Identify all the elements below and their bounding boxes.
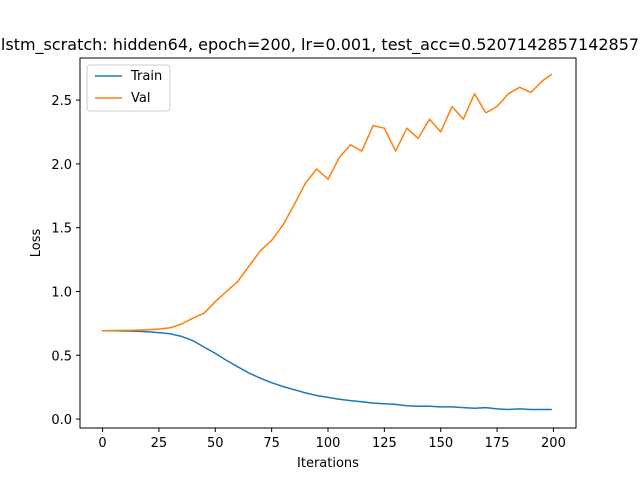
legend-label-train: Train bbox=[130, 69, 162, 84]
x-tick-label: 175 bbox=[485, 436, 510, 451]
y-axis-label: Loss bbox=[29, 229, 44, 258]
x-axis-ticks: 0 25 50 75 100 125 150 175 200 bbox=[98, 428, 566, 451]
x-axis-label: Iterations bbox=[297, 456, 359, 471]
y-axis-ticks: 0.0 0.5 1.0 1.5 2.0 2.5 bbox=[51, 94, 80, 428]
x-tick-label: 150 bbox=[428, 436, 453, 451]
chart-title: lstm_scratch: hidden64, epoch=200, lr=0.… bbox=[1, 35, 639, 55]
x-tick-label: 0 bbox=[98, 436, 106, 451]
x-tick-label: 100 bbox=[316, 436, 341, 451]
legend: Train Val bbox=[86, 64, 171, 112]
x-tick-label: 125 bbox=[372, 436, 397, 451]
x-tick-label: 50 bbox=[207, 436, 224, 451]
x-tick-label: 25 bbox=[151, 436, 168, 451]
series-line-val bbox=[101, 73, 552, 332]
y-tick-label: 2.5 bbox=[51, 94, 72, 109]
legend-label-val: Val bbox=[131, 91, 150, 106]
series-layer bbox=[101, 73, 552, 411]
plot-area: 0 25 50 75 100 125 150 175 200 0.0 0.5 1.0 1.5 2.0 2.… bbox=[51, 57, 577, 451]
series-line-train bbox=[101, 329, 552, 411]
x-tick-label: 200 bbox=[541, 436, 566, 451]
y-tick-label: 2.0 bbox=[51, 158, 72, 173]
y-tick-label: 1.0 bbox=[51, 285, 72, 300]
y-tick-label: 1.5 bbox=[51, 222, 72, 237]
y-tick-label: 0.5 bbox=[51, 349, 72, 364]
y-tick-label: 0.0 bbox=[51, 413, 72, 428]
x-tick-label: 75 bbox=[263, 436, 280, 451]
